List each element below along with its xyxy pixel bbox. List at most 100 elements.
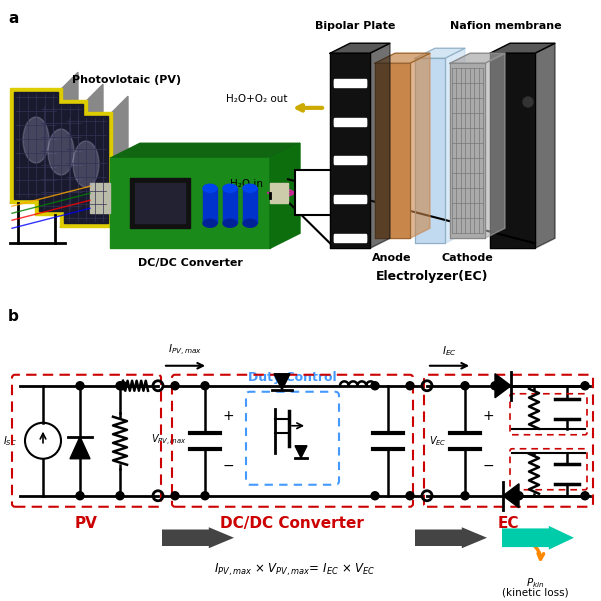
Polygon shape [334, 234, 366, 242]
Polygon shape [35, 100, 87, 215]
Polygon shape [334, 118, 366, 124]
Polygon shape [490, 43, 555, 53]
Polygon shape [223, 188, 237, 223]
Polygon shape [375, 53, 430, 63]
Polygon shape [162, 527, 234, 548]
Polygon shape [445, 48, 465, 243]
Circle shape [171, 492, 179, 500]
Circle shape [491, 382, 499, 390]
Text: b: b [8, 309, 19, 324]
Circle shape [371, 382, 379, 390]
Polygon shape [270, 143, 300, 248]
Text: Photovlotaic (PV): Photovlotaic (PV) [72, 75, 181, 85]
Polygon shape [334, 176, 366, 184]
Polygon shape [503, 484, 519, 508]
Circle shape [116, 382, 124, 390]
Polygon shape [35, 200, 103, 215]
Polygon shape [130, 178, 190, 228]
Polygon shape [415, 58, 445, 243]
Polygon shape [334, 156, 366, 165]
Circle shape [461, 382, 469, 390]
Ellipse shape [243, 185, 257, 192]
Polygon shape [112, 96, 128, 227]
Text: Anode: Anode [372, 253, 412, 263]
Polygon shape [334, 98, 366, 106]
Text: $V_{EC}$: $V_{EC}$ [429, 434, 447, 448]
Text: H₂O+O₂ out: H₂O+O₂ out [227, 94, 288, 104]
Polygon shape [90, 183, 110, 213]
Text: $I_{PV,max}$: $I_{PV,max}$ [168, 343, 202, 358]
Polygon shape [450, 53, 505, 63]
Text: $V_{PV,max}$: $V_{PV,max}$ [151, 433, 187, 448]
Ellipse shape [223, 219, 237, 227]
Circle shape [119, 382, 127, 390]
Ellipse shape [203, 219, 217, 227]
Text: H₂O in: H₂O in [230, 178, 263, 189]
Polygon shape [203, 188, 217, 223]
Polygon shape [334, 118, 366, 126]
Polygon shape [110, 158, 270, 248]
Text: (kinetic loss): (kinetic loss) [502, 588, 569, 598]
Bar [295, 170, 360, 215]
Polygon shape [334, 80, 366, 86]
Circle shape [523, 97, 533, 107]
Polygon shape [330, 43, 390, 53]
Polygon shape [274, 374, 290, 390]
Circle shape [76, 382, 84, 390]
Polygon shape [370, 43, 390, 248]
Text: $P_{PV,max}$: $P_{PV,max}$ [171, 530, 208, 545]
Text: DC/DC Converter: DC/DC Converter [220, 516, 364, 531]
Text: PV: PV [75, 516, 97, 531]
Polygon shape [495, 374, 511, 398]
Text: +: + [223, 409, 234, 423]
Polygon shape [502, 526, 574, 550]
Text: $P_{H_2}$: $P_{H_2}$ [520, 529, 539, 546]
Ellipse shape [223, 185, 237, 192]
Polygon shape [14, 93, 58, 200]
Polygon shape [535, 43, 555, 248]
Polygon shape [334, 79, 366, 87]
Circle shape [171, 382, 179, 390]
Polygon shape [243, 188, 257, 223]
Text: EC: EC [497, 516, 519, 531]
Ellipse shape [203, 185, 217, 192]
Polygon shape [450, 63, 485, 238]
Text: +: + [483, 409, 495, 423]
Text: Nafion membrane: Nafion membrane [450, 21, 561, 31]
Circle shape [76, 492, 84, 500]
Polygon shape [135, 183, 185, 223]
Text: a: a [8, 11, 19, 26]
Text: $I_{SC}$: $I_{SC}$ [3, 434, 17, 448]
Polygon shape [10, 188, 78, 203]
Polygon shape [334, 59, 366, 67]
Polygon shape [10, 88, 62, 203]
Polygon shape [295, 446, 307, 458]
Text: Electrolyzer(EC): Electrolyzer(EC) [376, 270, 488, 283]
Polygon shape [334, 157, 366, 163]
Ellipse shape [243, 219, 257, 227]
Polygon shape [62, 72, 78, 203]
Polygon shape [87, 84, 103, 215]
Ellipse shape [23, 117, 49, 163]
Polygon shape [330, 53, 370, 248]
Text: $I_{PV,max}$ × $V_{PV,max}$= $I_{EC}$ × $V_{EC}$: $I_{PV,max}$ × $V_{PV,max}$= $I_{EC}$ × … [214, 561, 376, 578]
Polygon shape [334, 197, 366, 203]
Text: $I_{EC}$: $I_{EC}$ [442, 344, 456, 358]
Polygon shape [39, 104, 83, 212]
Circle shape [406, 382, 414, 390]
Text: Cathode: Cathode [441, 253, 493, 263]
Text: −: − [483, 459, 495, 473]
Polygon shape [334, 235, 366, 241]
Polygon shape [415, 48, 465, 58]
Text: Duty Control: Duty Control [248, 371, 337, 384]
Circle shape [406, 492, 414, 500]
Circle shape [201, 382, 209, 390]
Polygon shape [70, 437, 90, 459]
Text: DC/DC Converter: DC/DC Converter [138, 258, 242, 268]
Polygon shape [60, 112, 112, 227]
Ellipse shape [48, 129, 74, 175]
Circle shape [461, 492, 469, 500]
Polygon shape [490, 53, 535, 248]
Circle shape [201, 492, 209, 500]
Circle shape [515, 492, 523, 500]
